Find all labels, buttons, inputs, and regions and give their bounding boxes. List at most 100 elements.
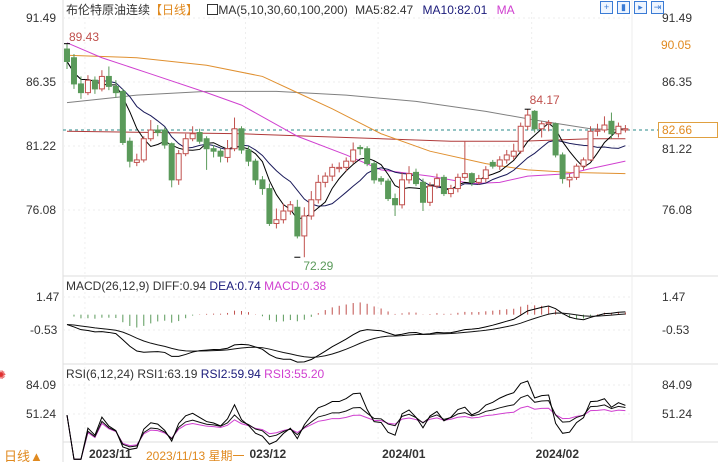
candle-up [503,154,510,161]
candle-up [189,133,196,140]
price-tick-left: 91.49 [26,11,57,25]
macd-diff-line [66,305,626,363]
macd-tick-right: 1.47 [662,290,686,304]
peak-annotation: 84.17 [529,93,560,108]
ma-more: MA [496,3,515,17]
candle-down [364,148,371,165]
macd-value: MACD:0.38 [264,279,327,293]
candle-up [426,185,433,203]
candle-up [496,159,503,167]
candle-up [538,123,545,130]
candle-up [447,188,454,195]
candle-up [475,178,482,183]
candle-down [154,129,161,134]
candle-up [580,159,587,167]
candle-up [482,169,489,180]
candle-up [182,138,189,155]
rsi-tick-left: 51.24 [26,407,57,421]
candle-up [573,165,580,178]
macd-tick-left: -0.53 [30,323,58,337]
bar-chart-icon[interactable]: ▮ [617,1,630,14]
rsi2-value: RSI2:59.94 [200,367,261,381]
candle-up [399,179,406,206]
settings-gear-icon[interactable]: ✺ [0,368,7,382]
rsi-tick-left: 84.09 [26,378,57,392]
rsi-header: RSI(6,12,24) RSI1:63.19 RSI2:59.94 RSI3:… [66,367,324,381]
period-toggle-button[interactable]: 日线▲ [4,449,43,464]
candle-down [419,181,426,203]
candle-down [64,48,70,62]
candle-down [77,83,84,94]
candle-up [280,210,287,221]
candle-up [308,199,315,217]
candle-up [98,75,105,90]
rsi-tick-right: 84.09 [662,378,693,392]
candle-down [161,129,168,146]
candle-down [468,173,475,183]
candle-down [259,179,266,190]
price-tick-left: 76.08 [26,203,57,217]
macd-dea-line [66,312,626,358]
candle-down [238,128,245,151]
candle-up [587,130,594,161]
export-icon[interactable]: ⇥ [651,1,664,14]
candle-up [622,128,629,131]
candle-down [203,138,210,150]
period-label[interactable]: 【日线】 [150,3,199,17]
macd-diff: DIFF:0.94 [152,279,207,293]
candle-up [84,79,91,94]
macd-params[interactable]: MACD(26,12,9) [66,279,150,293]
candle-up [231,128,238,150]
rsi1-value: RSI1:63.19 [137,367,198,381]
crosshair-icon[interactable]: + [600,1,613,14]
ma-icon [207,4,219,15]
candle-up [517,125,524,152]
price-tick-right: 86.35 [662,75,693,89]
cursor-date-label: 2023/11/13 星期一 [146,447,245,464]
price-tick-left: 81.22 [26,139,57,153]
candle-down [210,148,217,152]
rsi3-value: RSI3:55.20 [264,367,325,381]
candle-down [489,161,496,167]
ma10-line [66,61,626,207]
candle-down [245,149,252,162]
rsi1-line [66,380,626,460]
candle-up [147,129,154,140]
candle-down [357,146,364,150]
candle-up [433,178,440,187]
candle-up [594,129,601,132]
rsi3-line [66,405,626,460]
candle-down [608,120,615,135]
macd-tick-left: 1.47 [36,290,60,304]
price-tick-right: 76.08 [662,203,693,217]
candle-down [552,123,559,156]
ma200-line [66,90,626,131]
x-label: 2024/02 [535,447,580,461]
price-tick-right: 91.49 [662,11,693,25]
candle-up [273,219,280,224]
candle-up [224,148,231,158]
x-label: 2024/01 [382,447,426,461]
play-chart-icon[interactable]: ▸ [634,1,647,14]
candle-down [440,176,447,195]
price-tick-right: 81.22 [662,142,693,156]
chart-header: 布伦特原油连续【日线】 MA(5,10,30,60,100,200) MA5:8… [66,1,515,18]
macd-header: MACD(26,12,9) DIFF:0.94 DEA:0.74 MACD:0.… [66,279,326,293]
current-price-box: 82.66 [658,122,718,138]
ma60-price-box: 90.05 [658,38,695,52]
candle-up [343,160,350,168]
x-label: 023/12 [249,447,287,461]
rsi-params[interactable]: RSI(6,12,24) [66,367,135,381]
x-label: 2023/11 [88,447,132,461]
ma-params[interactable]: MA(5,10,30,60,100,200) [218,3,348,17]
candle-down [378,178,385,182]
candle-down [392,198,399,206]
instrument-title: 布伦特原油连续 [66,3,151,17]
candle-up [175,153,182,181]
candle-up [454,176,461,190]
candle-down [266,188,273,224]
candle-down [385,180,392,200]
candle-down [91,79,98,90]
candle-down [531,110,538,130]
